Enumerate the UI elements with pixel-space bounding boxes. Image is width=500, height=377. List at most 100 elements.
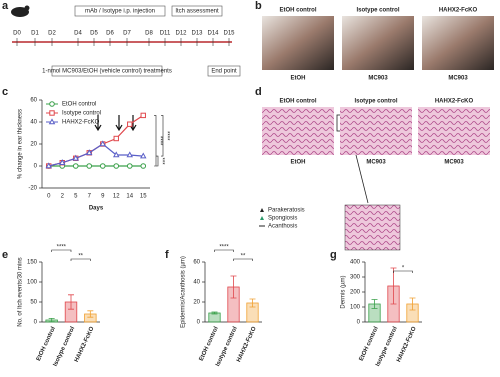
x-tick-label: 12: [113, 194, 120, 200]
x-tick-label: EtOH control: [36, 326, 57, 362]
sig-bracket: [156, 155, 159, 167]
error-bar: [68, 294, 74, 310]
error-bar: [48, 318, 55, 322]
treatment-label: MC903: [448, 76, 468, 82]
day-label: D5: [90, 31, 98, 37]
day-label: D12: [175, 31, 187, 37]
point: [48, 118, 56, 125]
error-bar: [390, 267, 397, 305]
group-label: Isotype control: [356, 8, 399, 14]
treatment-label: 1-nmol MC903/EtOH (vehicle control) trea…: [42, 69, 172, 75]
point: [113, 135, 119, 142]
group-label: HAHX2-FcKO: [439, 8, 478, 14]
error-bar: [87, 310, 94, 318]
treatment-label: MC903: [368, 76, 388, 82]
mouse-icon: [24, 5, 30, 11]
error-bar: [211, 311, 218, 315]
histology: [340, 107, 412, 155]
y-tick-label: 40: [30, 120, 37, 126]
x-tick-label: 9: [101, 194, 105, 200]
point: [45, 162, 52, 169]
y-tick-label: 60: [30, 98, 37, 104]
sig-bracket: [70, 258, 91, 261]
y-tick-label: 0: [357, 320, 361, 326]
legend-label: Spongiosis: [268, 216, 297, 222]
day-label: D8: [145, 31, 153, 37]
treatment-box: [51, 65, 163, 77]
sig-label: *: [402, 266, 405, 272]
legend-arrow: [260, 216, 264, 220]
arrow: [115, 115, 123, 132]
photo: [342, 16, 414, 70]
day-label: D7: [123, 31, 131, 37]
x-axis-label: Days: [89, 206, 104, 212]
day-label: D14: [207, 31, 219, 37]
x-tick-label: 14: [126, 194, 133, 200]
treatment-label: EtOH: [291, 160, 306, 166]
sig-label: ***: [158, 158, 164, 166]
y-tick-label: 400: [350, 260, 361, 266]
legend-label: HAHX2-FcKO: [62, 120, 100, 126]
day-label: D15: [223, 31, 235, 37]
y-tick-label: 200: [350, 290, 361, 296]
injection-label: mAb / Isotype i.p. injection: [85, 9, 155, 15]
y-tick-label: 100: [27, 280, 38, 286]
y-axis-label: No. of Itch events/30 mins: [18, 257, 24, 326]
sig-bracket: [214, 249, 234, 252]
y-tick-label: 0: [34, 164, 38, 170]
panel-label: e: [2, 249, 8, 261]
point: [126, 163, 133, 169]
y-axis-label: Dermis (µm): [341, 275, 347, 308]
y-tick-label: 0: [197, 320, 201, 326]
legend-label: Acanthosis: [268, 224, 297, 230]
y-axis-label: Epidermis/Acanthosis (µm): [181, 256, 187, 328]
mouse-icon: [11, 7, 29, 17]
point: [140, 152, 147, 159]
point: [99, 140, 106, 147]
error-bar: [230, 275, 237, 299]
point: [72, 154, 79, 161]
group-label: HAHX2-FcKO: [435, 99, 474, 105]
treatment-label: MC903: [444, 160, 464, 166]
x-tick-label: 2: [61, 194, 65, 200]
x-tick-label: HAHX2-FcKO: [74, 326, 96, 364]
end-box: [207, 65, 241, 77]
panel-label: a: [2, 0, 9, 12]
y-tick-label: -20: [28, 186, 37, 192]
y-tick-label: 150: [27, 260, 38, 266]
sig-label: ****: [219, 245, 229, 251]
injection-box: [74, 5, 166, 17]
series-line: [48, 143, 144, 167]
sig-label: ****: [163, 131, 169, 141]
legend-label: Parakeratosis: [268, 208, 305, 214]
legend-arrow: [260, 208, 264, 212]
error-bar: [409, 297, 416, 311]
y-tick-label: 20: [30, 142, 37, 148]
itch-label: Itch assessment: [175, 9, 219, 15]
sig-label: ****: [57, 245, 67, 251]
histology: [262, 107, 334, 155]
x-tick-label: EtOH control: [199, 326, 220, 362]
day-label: D1: [31, 31, 39, 37]
group-label: EtOH control: [280, 99, 317, 105]
legend-label: EtOH control: [62, 102, 96, 108]
sig-bracket: [161, 115, 164, 157]
sig-bracket: [51, 249, 72, 252]
y-tick-label: 50: [30, 300, 37, 306]
y-tick-label: 40: [193, 280, 200, 286]
legend-label: Isotype control: [62, 111, 101, 117]
y-tick-label: 100: [350, 305, 361, 311]
panel-label: c: [2, 86, 8, 98]
y-tick-label: 60: [193, 260, 200, 266]
x-tick-label: 0: [47, 194, 51, 200]
point: [86, 163, 93, 169]
panel-label: f: [165, 249, 169, 261]
point: [86, 149, 93, 156]
point: [72, 163, 79, 169]
point: [140, 112, 146, 119]
day-label: D6: [106, 31, 114, 37]
point: [59, 159, 66, 165]
arrow: [94, 115, 102, 132]
